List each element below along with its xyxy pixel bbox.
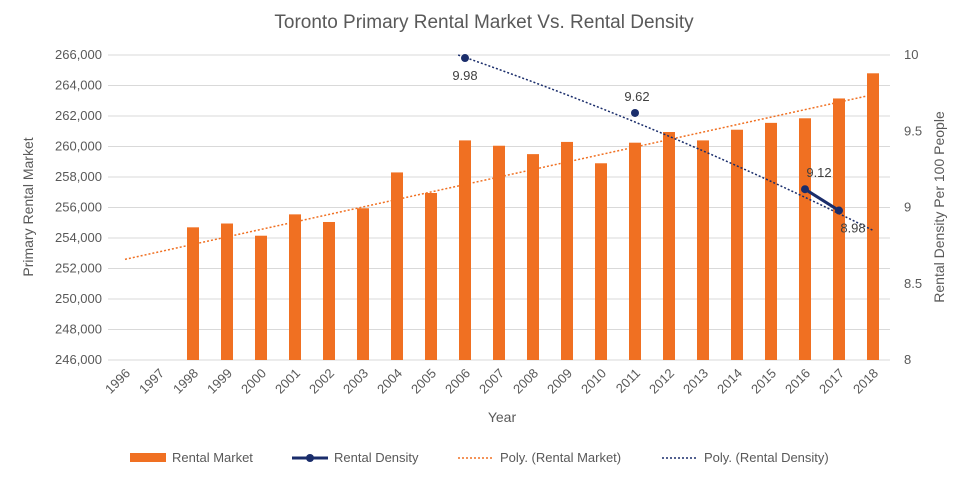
x-tick-label: 2015 (748, 366, 779, 397)
x-tick-label: 2003 (340, 366, 371, 397)
legend-label-rental-density: Rental Density (334, 450, 419, 465)
x-tick-label: 2002 (306, 366, 337, 397)
bar-rental-market[interactable] (663, 132, 675, 360)
bar-rental-market[interactable] (629, 142, 641, 360)
bar-rental-market[interactable] (493, 145, 505, 360)
x-tick-label: 2011 (613, 366, 643, 396)
y-tick-label: 262,000 (55, 108, 102, 123)
trendline-rental-density (457, 54, 874, 232)
legend-swatch-rental-market (130, 453, 166, 462)
y2-axis-label: Rental Density Per 100 People (931, 111, 947, 303)
bar-rental-market[interactable] (697, 140, 709, 360)
bar-rental-market[interactable] (799, 118, 811, 360)
legend-item-rental-market[interactable]: Rental Market (130, 450, 253, 465)
y2-tick-label: 9 (904, 200, 911, 215)
bar-rental-market[interactable] (561, 141, 573, 360)
x-tick-label: 2004 (374, 366, 405, 397)
x-tick-label: 2008 (510, 366, 541, 397)
x-tick-label: 1999 (204, 366, 235, 397)
point-rental-density[interactable] (461, 54, 469, 63)
y-tick-label: 258,000 (55, 169, 102, 184)
y-axis-label: Primary Rental Market (20, 137, 36, 276)
legend-marker-rental-density (306, 454, 314, 462)
y-tick-label: 248,000 (55, 322, 102, 337)
legend-item-rental-density[interactable]: Rental Density (292, 450, 419, 465)
chart-title: Toronto Primary Rental Market Vs. Rental… (274, 12, 694, 33)
x-tick-label: 1997 (136, 366, 167, 397)
legend-item-poly-rental-density[interactable]: Poly. (Rental Density) (662, 450, 829, 465)
legend: Rental Market Rental Density Poly. (Rent… (130, 450, 829, 465)
bar-rental-market[interactable] (867, 73, 879, 361)
x-axis-label: Year (488, 409, 517, 425)
point-rental-density[interactable] (801, 185, 809, 194)
x-tick-label: 1998 (170, 366, 201, 397)
legend-label-poly-rental-market: Poly. (Rental Market) (500, 450, 621, 465)
x-tick-label: 2007 (476, 366, 507, 397)
y2-tick-label: 8 (904, 352, 911, 367)
line-series: 9.98 9.62 9.12 8.98 (452, 54, 866, 236)
x-tick-label: 2012 (646, 366, 677, 397)
bar-rental-market[interactable] (187, 227, 199, 360)
y2-tick-label: 8.5 (904, 276, 922, 291)
y-axis-right: 8 8.5 9 9.5 10 (904, 47, 922, 367)
point-rental-density[interactable] (835, 206, 843, 215)
line-segment-rental-density (804, 187, 840, 212)
x-tick-label: 2001 (272, 366, 303, 397)
data-label-rental-density: 9.98 (452, 68, 477, 83)
x-tick-label: 2000 (238, 366, 269, 397)
y-tick-label: 246,000 (55, 352, 102, 367)
y-tick-label: 266,000 (55, 47, 102, 62)
y2-tick-label: 9.5 (904, 123, 922, 138)
y-tick-label: 260,000 (55, 139, 102, 154)
x-tick-label: 2005 (408, 366, 439, 397)
x-tick-label: 1996 (102, 366, 133, 397)
x-tick-label: 2014 (714, 366, 745, 397)
bar-series (187, 73, 879, 361)
x-tick-label: 2016 (782, 366, 813, 397)
bar-rental-market[interactable] (527, 154, 539, 360)
y-tick-label: 254,000 (55, 230, 102, 245)
data-label-rental-density: 9.62 (624, 89, 649, 104)
x-tick-label: 2018 (850, 366, 881, 397)
y2-tick-label: 10 (904, 47, 918, 62)
x-tick-label: 2017 (816, 366, 847, 397)
y-tick-label: 252,000 (55, 261, 102, 276)
x-tick-label: 2013 (680, 366, 711, 397)
bar-rental-market[interactable] (357, 208, 369, 360)
y-tick-label: 256,000 (55, 200, 102, 215)
legend-label-rental-market: Rental Market (172, 450, 253, 465)
data-label-rental-density: 9.12 (806, 165, 831, 180)
bar-rental-market[interactable] (255, 235, 267, 360)
bar-rental-market[interactable] (459, 140, 471, 360)
bar-rental-market[interactable] (425, 193, 437, 360)
legend-item-poly-rental-market[interactable]: Poly. (Rental Market) (458, 450, 621, 465)
y-tick-label: 250,000 (55, 291, 102, 306)
bar-rental-market[interactable] (221, 223, 233, 360)
data-label-rental-density: 8.98 (840, 221, 865, 236)
y-axis-left: 246,000 248,000 250,000 252,000 254,000 256,0… (55, 47, 102, 367)
bar-rental-market[interactable] (391, 172, 403, 360)
bar-rental-market[interactable] (289, 214, 301, 360)
x-tick-label: 2010 (578, 366, 609, 397)
bar-rental-market[interactable] (323, 221, 335, 360)
bar-rental-market[interactable] (833, 98, 845, 361)
trendlines (124, 54, 874, 261)
x-tick-label: 2006 (442, 366, 473, 397)
bar-rental-market[interactable] (765, 122, 777, 360)
point-rental-density[interactable] (631, 108, 639, 117)
bar-rental-market[interactable] (595, 163, 607, 360)
y-tick-label: 264,000 (55, 78, 102, 93)
x-tick-label: 2009 (544, 366, 575, 397)
bar-rental-market[interactable] (731, 129, 743, 360)
x-axis: 1996 1997 1998 1999 2000 2001 2002 2003 2004 2005… (102, 366, 881, 397)
legend-label-poly-rental-density: Poly. (Rental Density) (704, 450, 829, 465)
